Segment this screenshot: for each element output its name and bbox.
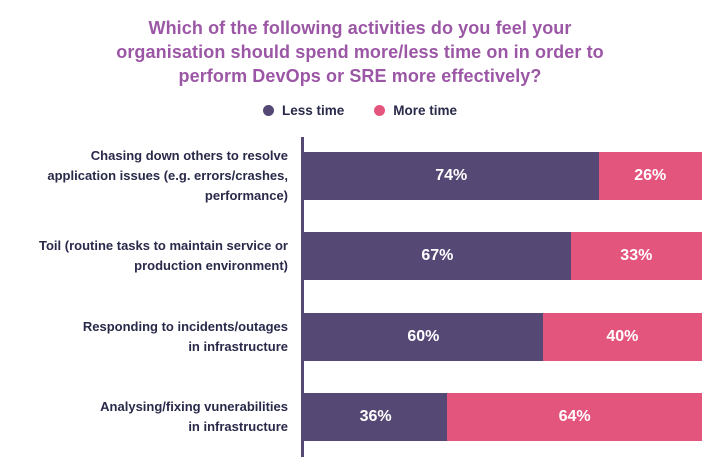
legend-item-less-time: Less time — [262, 103, 345, 118]
chart-legend: Less time More time — [0, 103, 720, 118]
more-time-segment: 40% — [542, 313, 702, 361]
more-time-segment: 26% — [598, 152, 702, 200]
legend-label: More time — [393, 103, 458, 118]
segment-value-label: 36% — [359, 408, 392, 425]
chart-title: Which of the following activities do you… — [116, 18, 604, 86]
less-time-segment: 60% — [304, 313, 543, 361]
legend-item-more-time: More time — [374, 103, 457, 118]
category-label: Analysing/fixing vunerabilities in infra… — [100, 399, 288, 434]
bar-row: Responding to incidents/outages in infra… — [0, 313, 720, 361]
legend-swatch-icon — [262, 105, 274, 116]
bar-row: Chasing down others to resolve applicati… — [0, 148, 720, 203]
y-axis-line — [301, 137, 304, 457]
segment-value-label: 33% — [620, 247, 653, 264]
segment-value-label: 60% — [407, 328, 440, 345]
segment-value-label: 40% — [606, 328, 639, 345]
more-time-segment: 33% — [570, 232, 702, 280]
stacked-bar: 74% 26% — [304, 152, 702, 200]
stacked-bar: 60% 40% — [304, 313, 702, 361]
less-time-segment: 36% — [304, 393, 448, 441]
less-time-segment: 74% — [304, 152, 599, 200]
segment-value-label: 74% — [435, 167, 468, 184]
legend-swatch-icon — [374, 105, 386, 116]
bar-row: Toil (routine tasks to maintain service … — [0, 232, 720, 280]
legend-label: Less time — [281, 103, 345, 118]
category-label: Chasing down others to resolve applicati… — [47, 148, 288, 203]
stacked-bar: 36% 64% — [304, 393, 702, 441]
stacked-bar: 67% 33% — [304, 232, 702, 280]
more-time-segment: 64% — [447, 393, 702, 441]
segment-value-label: 67% — [421, 247, 454, 264]
category-label: Toil (routine tasks to maintain service … — [39, 238, 288, 273]
segment-value-label: 26% — [634, 167, 667, 184]
category-label: Responding to incidents/outages in infra… — [82, 319, 288, 354]
segment-value-label: 64% — [558, 408, 591, 425]
less-time-segment: 67% — [304, 232, 571, 280]
bar-row: Analysing/fixing vunerabilities in infra… — [0, 393, 720, 441]
